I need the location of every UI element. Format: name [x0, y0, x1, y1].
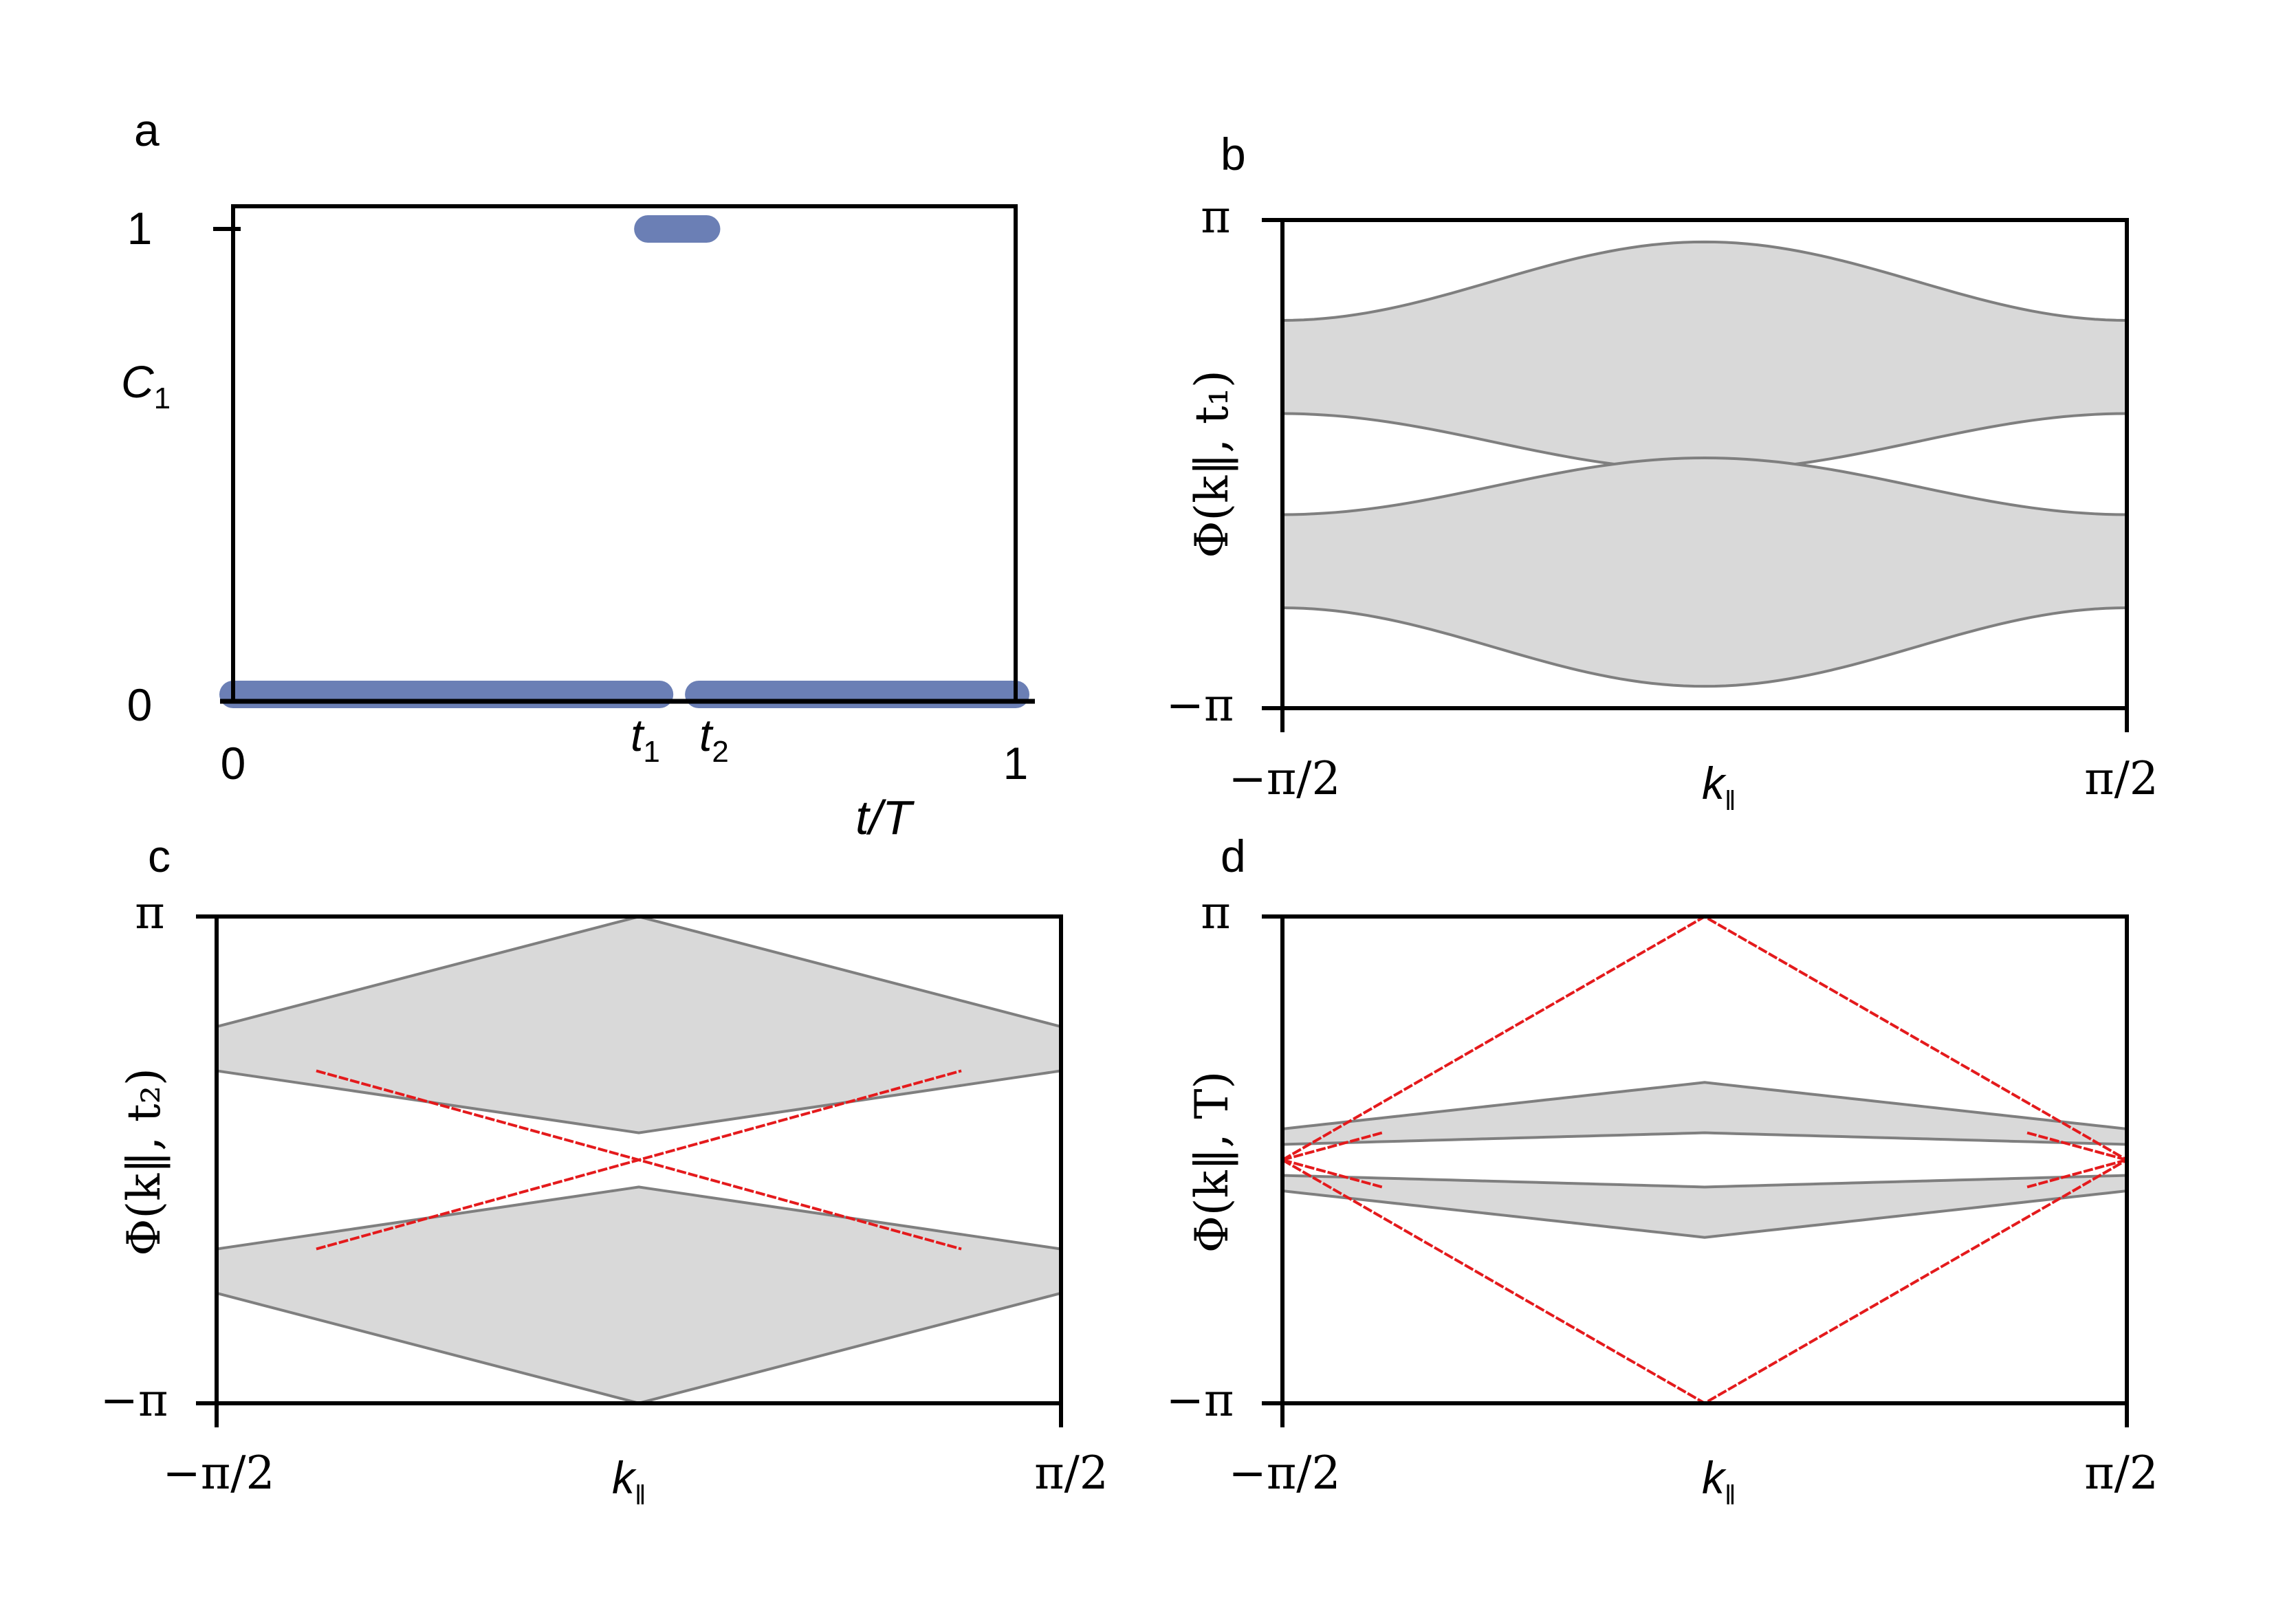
band-1-fill	[1282, 457, 2127, 687]
panel-b-bands	[1282, 240, 2128, 688]
panel-b-letter: b	[1221, 129, 1246, 179]
panel-d: d π −π Φ(k‖, T) −π/2 π/2 k‖	[1166, 831, 2158, 1511]
band-1-upper-edge	[1282, 1174, 2128, 1189]
edge-state-3	[1282, 1159, 1383, 1189]
panel-c-ytick-label-pi: π	[135, 886, 164, 939]
edge-state-1	[316, 1069, 962, 1251]
panel-c-frame	[215, 914, 1063, 1405]
panel-d-ytick-label-minus-pi: −π	[1166, 1374, 1234, 1427]
panel-c-xtick-label-right: π/2	[1034, 1447, 1108, 1500]
panel-a-chern-series	[219, 215, 1029, 708]
panel-d-letter: d	[1221, 831, 1246, 881]
panel-b-ytick-label-pi: π	[1201, 190, 1230, 243]
panel-c-xlabel: k‖	[612, 1452, 646, 1511]
panel-c-xtick-label-left: −π/2	[163, 1447, 275, 1500]
panel-a-xtick-label-1: 1	[1003, 738, 1029, 789]
panel-b: b π −π Φ(k‖, t₁) −π/2 π/2 k‖	[1166, 129, 2158, 816]
panel-a-xlabel: t/T	[855, 791, 915, 844]
band-1-upper-edge	[216, 1185, 1062, 1251]
panel-c-ylabel: Φ(k‖, t₂)	[118, 1068, 171, 1256]
panel-a: a 1 0 C1 0 1 t1 t2 t/T	[121, 105, 1035, 844]
edge-state-5	[2026, 1159, 2128, 1189]
panel-b-ytick-label-minus-pi: −π	[1166, 679, 1234, 732]
panel-d-xtick-label-left: −π/2	[1229, 1447, 1341, 1500]
panel-c: c π −π Φ(k‖, t₂) −π/2 π/2 k‖	[100, 831, 1108, 1511]
band-0-fill	[1282, 1082, 2127, 1145]
panel-a-ytick-label-0: 0	[127, 679, 153, 730]
panel-a-letter: a	[134, 105, 160, 155]
band-0-fill	[217, 917, 1061, 1133]
band-0-upper-edge	[1282, 1081, 2128, 1130]
panel-a-t2-label: t2	[699, 710, 729, 769]
panel-a-ylabel: C1	[121, 356, 171, 415]
band-0-lower-edge	[216, 1069, 1062, 1134]
edge-state-2	[1282, 1131, 1383, 1161]
panel-d-xlabel: k‖	[1702, 1452, 1736, 1511]
panel-a-xtick-label-0: 0	[221, 738, 246, 789]
panel-b-xlabel: k‖	[1702, 758, 1736, 816]
panel-d-xtick-label-right: π/2	[2084, 1447, 2158, 1500]
edge-state-4	[2026, 1131, 2128, 1161]
panel-b-xtick-label-right: π/2	[2084, 752, 2158, 805]
panel-b-frame	[1280, 218, 2129, 710]
panel-b-ylabel: Φ(k‖, t₁)	[1185, 370, 1238, 558]
panel-a-t1-label: t1	[631, 710, 660, 769]
panel-c-bands	[216, 915, 1062, 1405]
band-0-upper-edge	[1282, 240, 2128, 322]
panel-c-ytick-label-minus-pi: −π	[100, 1374, 168, 1427]
panel-d-ytick-label-pi: π	[1201, 886, 1230, 939]
panel-b-xtick-label-left: −π/2	[1229, 752, 1341, 805]
band-0-fill	[1282, 241, 2127, 471]
band-1-fill	[1282, 1175, 2127, 1238]
panel-a-ytick-label-1: 1	[127, 203, 153, 254]
band-1-fill	[217, 1187, 1061, 1403]
panel-a-frame	[231, 204, 1018, 703]
panel-d-bands	[1281, 914, 2128, 1405]
panel-d-frame	[1280, 914, 2129, 1405]
band-0-lower-edge	[1282, 1131, 2128, 1146]
panel-c-letter: c	[148, 831, 171, 881]
band-1-lower-edge	[1282, 1189, 2128, 1239]
panel-d-ylabel: Φ(k‖, T)	[1185, 1071, 1238, 1253]
band-1-lower-edge	[1282, 606, 2128, 688]
band-1-upper-edge	[1282, 456, 2128, 516]
